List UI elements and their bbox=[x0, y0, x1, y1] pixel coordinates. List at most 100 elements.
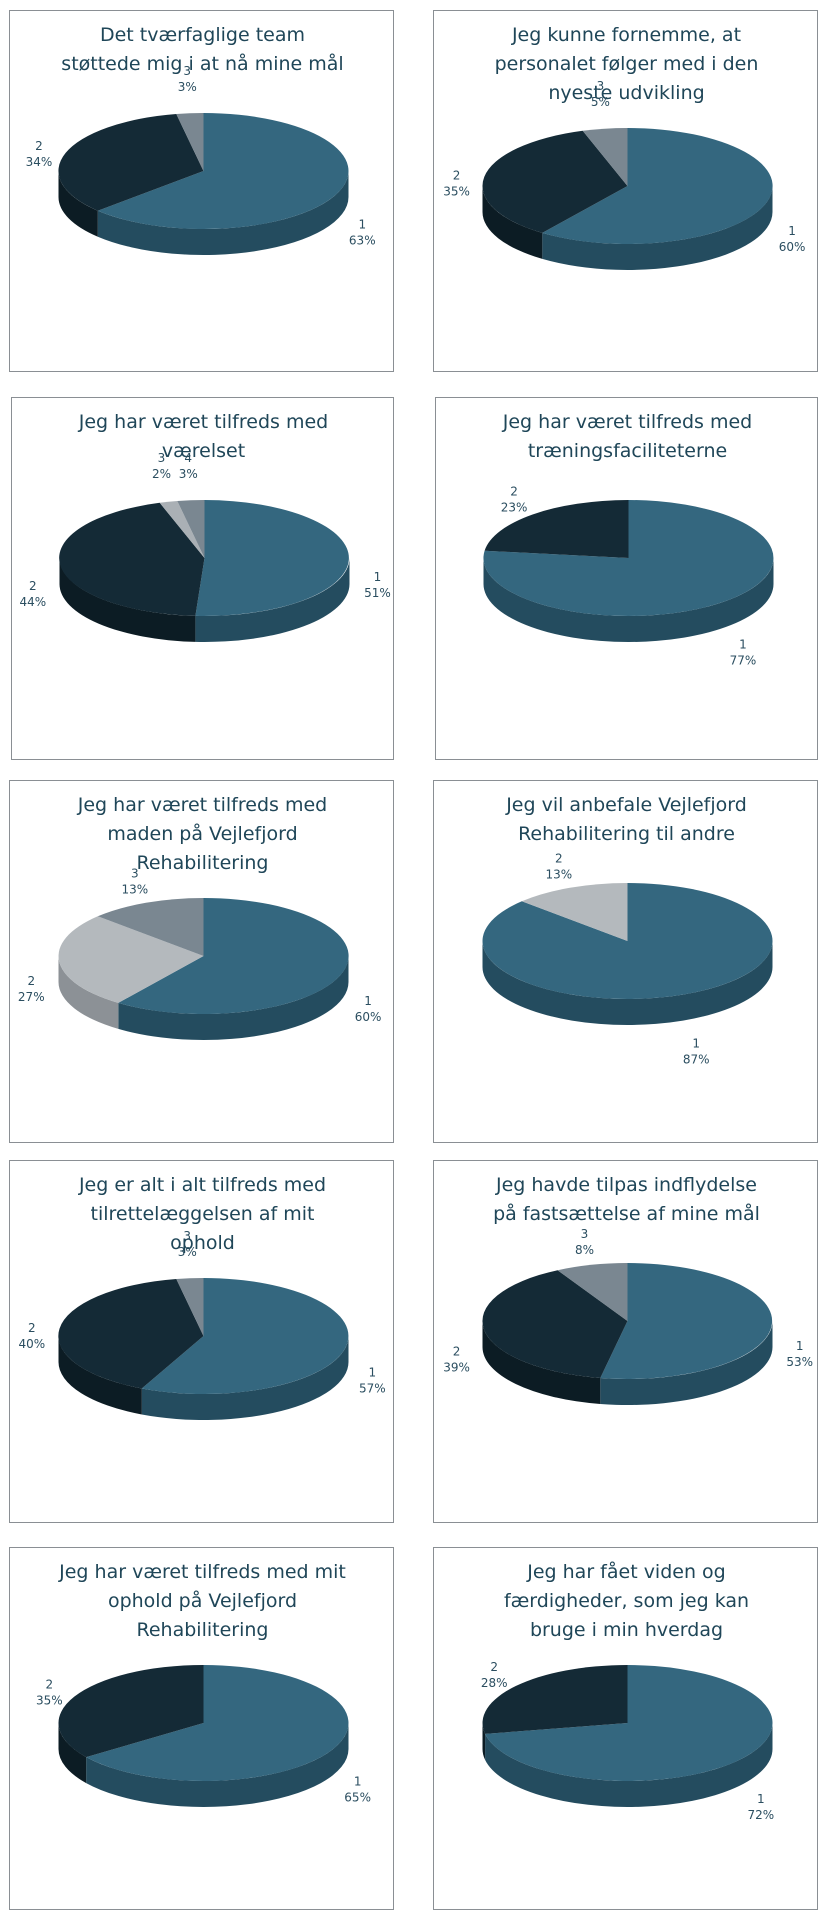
pie-slice-side bbox=[483, 558, 774, 642]
slice-label: 160% bbox=[355, 994, 382, 1024]
chart-title: tilrettelæggelsen af mit bbox=[91, 1203, 315, 1225]
slice-category-label: 2 bbox=[453, 168, 461, 182]
pie-chart: Jeg vil anbefale Vejlefjord Rehabiliterin… bbox=[482, 794, 773, 1066]
slice-percent-label: 63% bbox=[349, 233, 376, 247]
slice-percent-label: 77% bbox=[730, 654, 757, 668]
slice-category-label: 4 bbox=[184, 451, 192, 465]
slice-category-label: 1 bbox=[358, 217, 366, 231]
chart-panel: Jeg havde tilpas indflydelse på fastsætte… bbox=[433, 1160, 818, 1523]
pie-sides bbox=[58, 1336, 349, 1421]
pie-slice-side bbox=[482, 1321, 601, 1404]
pie-top bbox=[58, 112, 349, 230]
chart-title: Jeg vil anbefale Vejlefjord bbox=[505, 794, 747, 816]
pie-top bbox=[58, 1665, 349, 1781]
pie-chart: Jeg havde tilpas indflydelse på fastsætte… bbox=[443, 1174, 813, 1406]
pie-slice-side bbox=[86, 1723, 349, 1808]
pie-chart: Jeg har været tilfreds medværelset151%24… bbox=[20, 411, 391, 643]
pie-sides bbox=[59, 558, 350, 643]
chart-title: Jeg har fået viden og bbox=[526, 1560, 725, 1583]
chart-panel: Det tværfaglige team støttede mig i at nå… bbox=[9, 10, 394, 372]
chart-title: nyeste udvikling bbox=[548, 82, 704, 104]
pie-slice-3 bbox=[176, 1277, 204, 1336]
chart-title: Jeg har været tilfreds med bbox=[78, 411, 328, 433]
chart-title: værelset bbox=[162, 440, 245, 462]
pie-top bbox=[482, 1665, 773, 1781]
chart-title: Rehabilitering bbox=[137, 1619, 269, 1641]
pie-slice-3 bbox=[582, 127, 628, 186]
pie-slice-1 bbox=[600, 1263, 773, 1379]
pie-slice-1 bbox=[141, 1278, 349, 1394]
pie-top bbox=[482, 1263, 773, 1379]
chart-panel: Jeg har været tilfreds med værelset 1 51% 2 4… bbox=[11, 397, 394, 760]
pie-slice-side bbox=[97, 171, 349, 255]
pie-slice-side bbox=[482, 186, 543, 259]
slice-percent-label: 3% bbox=[179, 467, 198, 481]
slice-label: 313% bbox=[121, 867, 148, 897]
pie-slice-side bbox=[482, 1723, 486, 1760]
slice-category-label: 2 bbox=[29, 579, 37, 593]
slice-category-label: 1 bbox=[364, 994, 372, 1008]
slice-label: 244% bbox=[20, 579, 47, 609]
chart-panel: Jeg er alt i alt tilfreds med tilrettelæg… bbox=[9, 1160, 394, 1523]
slice-percent-label: 40% bbox=[19, 1337, 46, 1351]
chart-title: maden på Vejlefjord bbox=[107, 822, 297, 845]
pie-slice-side bbox=[58, 1723, 87, 1784]
chart-title: på fastsættelse af mine mål bbox=[493, 1202, 760, 1225]
slice-category-label: 2 bbox=[510, 484, 518, 498]
slice-percent-label: 39% bbox=[443, 1361, 470, 1375]
pie-slice-side bbox=[118, 956, 349, 1040]
pie-slice-2 bbox=[482, 1270, 628, 1378]
slice-percent-label: 8% bbox=[575, 1243, 594, 1257]
slice-category-label: 3 bbox=[581, 1227, 589, 1241]
chart-title: bruge i min hverdag bbox=[530, 1619, 723, 1641]
chart-panel: Jeg har været tilfreds med mit ophold på … bbox=[9, 1547, 394, 1910]
pie-slice-side bbox=[482, 941, 773, 1025]
chart-title: ophold bbox=[170, 1232, 235, 1254]
pie-slice-2 bbox=[484, 500, 629, 558]
slice-label: 157% bbox=[359, 1366, 386, 1396]
chart-title: Jeg har været tilfreds med bbox=[77, 794, 327, 816]
pie-slice-1 bbox=[86, 1665, 349, 1781]
slice-category-label: 2 bbox=[453, 1345, 461, 1359]
slice-category-label: 1 bbox=[757, 1792, 765, 1806]
slice-label: 33% bbox=[178, 64, 197, 94]
slice-percent-label: 35% bbox=[36, 1693, 63, 1707]
pie-slice-3 bbox=[557, 1263, 628, 1321]
pie-slice-side bbox=[59, 558, 196, 642]
chart-title: ophold på Vejlefjord bbox=[108, 1589, 297, 1612]
pie-slice-1 bbox=[118, 898, 349, 1014]
pie-chart: Jeg har fået viden og færdigheder, som je… bbox=[481, 1560, 774, 1822]
pie-slice-2 bbox=[58, 916, 204, 1003]
slice-category-label: 1 bbox=[369, 1366, 377, 1380]
slice-label: 239% bbox=[443, 1345, 470, 1375]
slice-category-label: 3 bbox=[183, 1229, 191, 1243]
pie-sides bbox=[58, 956, 349, 1040]
chart-title: personalet følger med i den bbox=[495, 53, 759, 75]
slice-category-label: 2 bbox=[35, 139, 43, 153]
slice-category-label: 3 bbox=[158, 451, 166, 465]
chart-title: træningsfaciliteterne bbox=[528, 440, 727, 462]
chart-panel: Jeg har været tilfreds med træningsfacili… bbox=[435, 397, 818, 760]
slice-percent-label: 13% bbox=[121, 883, 148, 897]
pie-slice-side bbox=[195, 558, 350, 643]
slice-label: 32% bbox=[152, 451, 171, 481]
slice-category-label: 1 bbox=[788, 224, 796, 238]
slice-percent-label: 57% bbox=[359, 1382, 386, 1396]
slice-percent-label: 27% bbox=[18, 990, 45, 1004]
chart-panel: Jeg har været tilfreds med maden på Vejle… bbox=[9, 780, 394, 1143]
slice-label: 213% bbox=[545, 852, 572, 882]
pie-slice-2 bbox=[59, 502, 205, 616]
pie-slice-2 bbox=[58, 114, 204, 211]
slice-label: 228% bbox=[481, 1660, 508, 1690]
pie-slice-2 bbox=[482, 1665, 628, 1734]
pie-slice-1 bbox=[482, 883, 773, 999]
slice-category-label: 2 bbox=[46, 1677, 54, 1691]
pie-top bbox=[483, 500, 774, 616]
pie-sides bbox=[482, 1321, 773, 1406]
pie-slice-2 bbox=[58, 1665, 204, 1758]
slice-label: 35% bbox=[591, 79, 610, 109]
pie-slice-1 bbox=[485, 1665, 773, 1781]
slice-category-label: 1 bbox=[692, 1036, 700, 1050]
pie-sides bbox=[482, 941, 773, 1025]
slice-percent-label: 5% bbox=[591, 95, 610, 109]
